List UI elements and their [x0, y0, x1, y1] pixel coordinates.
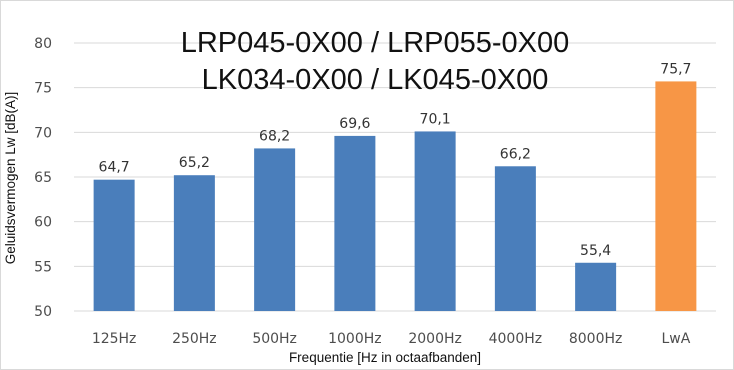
chart-title-line-2: LK034-0X00 / LK045-0X00	[202, 64, 549, 96]
data-label-1000hz: 69,6	[339, 116, 370, 132]
bar-4000hz	[494, 166, 536, 311]
y-tick-label-70: 70	[34, 125, 52, 141]
bar-2000hz	[414, 131, 456, 311]
y-tick-label-60: 60	[34, 215, 52, 231]
data-label-500hz: 68,2	[259, 128, 290, 144]
x-category-label-1000hz: 1000Hz	[328, 331, 382, 347]
data-label-2000hz: 70,1	[420, 111, 451, 127]
chart-title-line-1: LRP045-0X00 / LRP055-0X00	[181, 27, 570, 59]
x-category-label-250hz: 250Hz	[172, 331, 217, 347]
data-labels: 64,7 65,2 68,2 69,6 70,1 66,2 55,4 75,7	[99, 61, 692, 258]
y-tick-label-55: 55	[34, 259, 52, 275]
y-tick-label-50: 50	[34, 304, 52, 320]
x-category-label-500hz: 500Hz	[252, 331, 297, 347]
bar-lwa	[655, 81, 697, 311]
chart-title: LRP045-0X00 / LRP055-0X00 LK034-0X00 / L…	[181, 27, 570, 96]
data-label-lwa: 75,7	[660, 61, 691, 77]
bar-1000hz	[334, 135, 376, 311]
data-label-8000hz: 55,4	[580, 243, 611, 259]
y-axis-ticks: 50 55 60 65 70 75 80	[34, 36, 52, 320]
data-label-250hz: 65,2	[179, 155, 210, 171]
data-label-125hz: 64,7	[99, 160, 130, 176]
bar-500hz	[254, 148, 296, 311]
bar-125hz	[93, 179, 135, 311]
y-tick-label-65: 65	[34, 170, 52, 186]
y-tick-label-80: 80	[34, 36, 52, 52]
bars	[93, 81, 697, 311]
bar-8000hz	[575, 262, 617, 311]
x-category-label-4000hz: 4000Hz	[489, 331, 543, 347]
bar-250hz	[173, 175, 215, 311]
y-axis-title: Geluidsvermogen Lw [dB(A)]	[3, 92, 18, 265]
x-axis-categories: 125Hz 250Hz 500Hz 1000Hz 2000Hz 4000Hz 8000Hz L…	[92, 331, 691, 347]
data-label-4000hz: 66,2	[500, 146, 531, 162]
y-tick-label-75: 75	[34, 81, 52, 97]
x-category-label-8000hz: 8000Hz	[569, 331, 623, 347]
x-category-label-2000hz: 2000Hz	[408, 331, 462, 347]
x-axis-title: Frequentie [Hz in octaafbanden]	[289, 350, 481, 365]
x-category-label-lwa: LwA	[661, 331, 690, 347]
x-category-label-125hz: 125Hz	[92, 331, 137, 347]
